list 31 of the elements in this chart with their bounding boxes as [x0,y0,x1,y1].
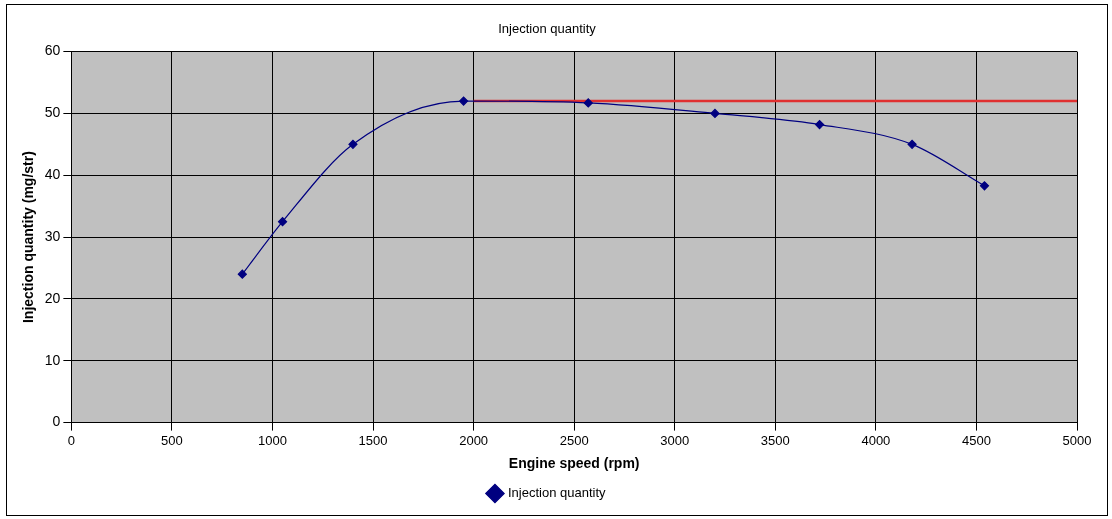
x-tick-label: 3000 [660,432,690,448]
y-tick-label: 20 [44,289,61,306]
point [979,181,990,191]
point [710,108,720,119]
y-tick-label: 30 [44,227,61,244]
y-tick-label: 0 [52,413,61,430]
x-tick-label: 4500 [961,432,991,448]
y-axis-title: Injection quantity (mg/str) [20,151,37,324]
x-tick-label: 2500 [559,432,589,448]
point [458,96,469,106]
y-tick-label: 60 [44,42,61,59]
x-tick-label: 0 [67,432,75,448]
x-tick-label: 3500 [760,432,790,448]
y-tick-label: 50 [44,104,61,121]
y-tick-label: 40 [44,166,61,183]
y-tick-label: 10 [44,351,61,368]
x-tick-label: 1000 [258,432,287,448]
x-tick-label: 2000 [459,432,489,448]
legend-label: Injection quantity [507,485,607,501]
x-tick-label: 1500 [358,432,388,448]
point [907,139,917,149]
point [348,139,358,149]
chart-title: Injection quantity [498,21,597,37]
x-tick-label: 5000 [1062,432,1092,448]
x-tick-label: 4000 [861,432,891,448]
point [237,269,247,279]
x-tick-label: 500 [161,432,183,448]
point [583,98,593,108]
point [814,119,825,130]
x-axis-title: Engine speed (rpm) [508,455,640,472]
point [277,217,288,227]
